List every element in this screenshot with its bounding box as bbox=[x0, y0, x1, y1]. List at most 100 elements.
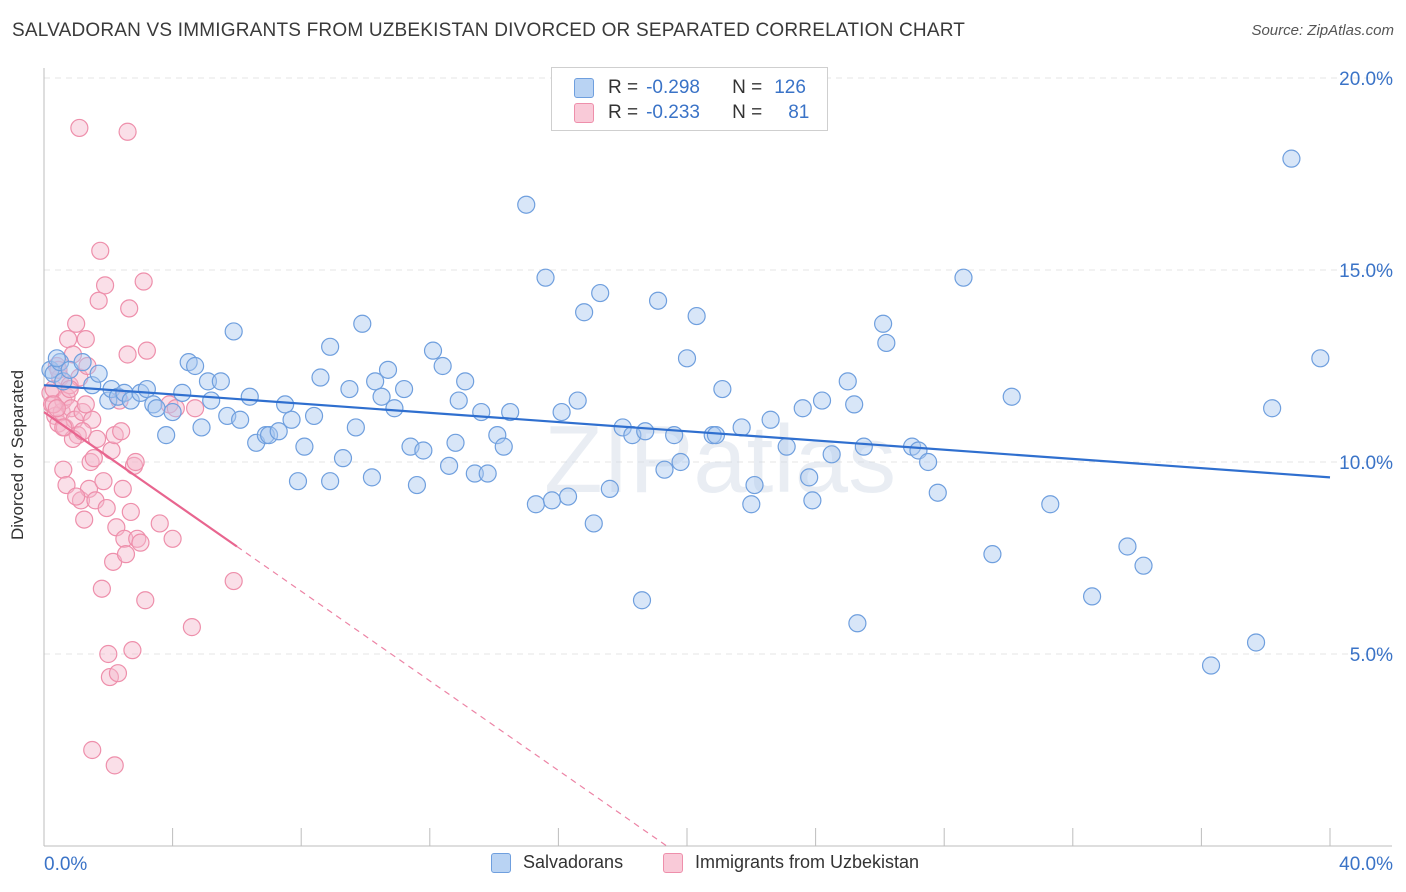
salvadoran-point bbox=[333, 449, 353, 468]
salvadoran-point bbox=[240, 387, 259, 406]
uzbekistan-point bbox=[116, 545, 136, 564]
uzbekistan-point bbox=[87, 429, 107, 449]
uzbekistan-point bbox=[112, 422, 131, 441]
salvadoran-point bbox=[137, 379, 156, 399]
salvadoran-point bbox=[1041, 495, 1060, 514]
salvadoran-point bbox=[552, 402, 571, 422]
salvadoran-point bbox=[202, 391, 221, 410]
uzbekistan-point bbox=[73, 422, 92, 441]
y-tick-label: 5.0% bbox=[1350, 645, 1393, 666]
salvadoran-point bbox=[423, 341, 443, 360]
salvadoran-point bbox=[983, 545, 1002, 564]
salvadoran-point bbox=[304, 406, 324, 426]
salvadoran-point bbox=[1118, 537, 1137, 556]
salvadoran-point bbox=[394, 379, 414, 399]
uzbekistan-point bbox=[123, 641, 142, 660]
salvadoran-point bbox=[928, 483, 947, 502]
uzbekistan-point bbox=[118, 345, 137, 364]
salvadoran-point bbox=[488, 426, 507, 445]
salvadoran-point bbox=[224, 322, 243, 341]
legend-r-value: -0.233 bbox=[646, 102, 700, 123]
salvadoran-point bbox=[954, 268, 973, 287]
label-layer: 5.0% 10.0% 15.0% 20.0% 0.0% 40.0% bbox=[44, 69, 1393, 875]
uzbekistan-point bbox=[47, 399, 66, 418]
salvadoran-point bbox=[1246, 633, 1266, 652]
uzbekistan-trend-extension bbox=[236, 545, 668, 847]
legend-item-label: Immigrants from Uzbekistan bbox=[695, 852, 920, 872]
salvadoran-point bbox=[745, 475, 764, 495]
salvadoran-point bbox=[1134, 556, 1153, 575]
uzbekistan-point bbox=[131, 533, 150, 552]
salvadoran-point bbox=[231, 410, 250, 429]
salvadoran-point bbox=[713, 379, 732, 399]
salvadoran-point bbox=[1282, 149, 1301, 168]
salvadoran-point bbox=[812, 391, 832, 410]
salvadoran-point bbox=[269, 422, 288, 441]
uzbekistan-point bbox=[75, 510, 94, 529]
uzbekistan-point bbox=[83, 740, 102, 760]
salvadoran-point bbox=[854, 437, 873, 456]
x-tick-label: 40.0% bbox=[1339, 854, 1393, 875]
uzbekistan-point bbox=[97, 498, 116, 518]
salvadoran-point bbox=[687, 306, 706, 326]
salvadoran-point bbox=[568, 391, 587, 410]
salvadoran-point bbox=[848, 614, 867, 633]
salvadoran-point bbox=[877, 333, 896, 353]
salvadoran-point bbox=[919, 452, 938, 472]
salvadoran-point bbox=[584, 514, 603, 533]
uzbekistan-point bbox=[137, 341, 156, 360]
uzbekistan-point bbox=[67, 314, 86, 333]
salvadoran-point bbox=[366, 372, 385, 391]
legend-r-label: R = bbox=[608, 77, 639, 98]
salvadoran-point bbox=[542, 491, 562, 510]
axis-layer bbox=[43, 68, 1392, 847]
uzbekistan-point bbox=[67, 487, 86, 506]
salvadoran-point bbox=[1263, 399, 1282, 418]
legend-n-value: 126 bbox=[774, 77, 806, 98]
salvadoran-point bbox=[803, 491, 822, 510]
uzbekistan-point bbox=[136, 591, 155, 610]
salvadoran-point bbox=[648, 291, 668, 310]
salvadoran-point bbox=[456, 372, 475, 391]
uzbekistan-point bbox=[91, 241, 110, 260]
uzbekistan-point bbox=[76, 330, 95, 349]
salvadoran-point bbox=[372, 387, 391, 406]
uzbekistan-point bbox=[126, 452, 145, 472]
salvadoran-point bbox=[73, 353, 92, 372]
salvadoran-point bbox=[526, 495, 545, 514]
salvadoran-point bbox=[793, 399, 812, 418]
salvadoran-point bbox=[677, 349, 697, 368]
salvadoran-point bbox=[446, 433, 465, 452]
salvadoran-point bbox=[346, 418, 365, 437]
salvadoran-point bbox=[517, 195, 536, 214]
salvadoran-point bbox=[362, 468, 382, 487]
legend-swatch-blue bbox=[574, 78, 594, 98]
salvadoran-point bbox=[89, 364, 108, 383]
salvadoran-point bbox=[311, 368, 330, 387]
stats-legend: R = -0.298 N = 126 R = -0.233 N = 81 bbox=[551, 67, 828, 131]
salvadoran-point bbox=[501, 402, 520, 422]
salvadoran-point bbox=[288, 472, 308, 491]
salvadoran-point bbox=[465, 464, 484, 483]
legend-swatch-pink bbox=[574, 103, 594, 123]
grid-layer bbox=[44, 77, 1392, 655]
salvadoran-point bbox=[632, 591, 652, 610]
legend-swatch-pink bbox=[663, 852, 683, 873]
salvadoran-point bbox=[321, 472, 340, 491]
legend-row-uzbekistan: R = -0.233 N = 81 bbox=[574, 102, 809, 124]
salvadoran-point bbox=[99, 391, 118, 410]
uzbekistan-point bbox=[108, 664, 128, 683]
legend-r-value: -0.298 bbox=[646, 77, 700, 98]
salvadoran-point bbox=[1082, 587, 1102, 606]
legend-n-value: 81 bbox=[788, 102, 810, 123]
salvadoran-point bbox=[433, 356, 452, 376]
legend-swatch-blue bbox=[491, 852, 511, 873]
salvadoran-point bbox=[147, 399, 166, 418]
salvadoran-point bbox=[800, 468, 819, 487]
uzbekistan-point bbox=[224, 571, 243, 591]
uzbekistan-point bbox=[84, 449, 103, 468]
legend-r-label: R = bbox=[608, 102, 639, 123]
salvadoran-point bbox=[321, 337, 340, 356]
salvadoran-point bbox=[845, 395, 864, 414]
